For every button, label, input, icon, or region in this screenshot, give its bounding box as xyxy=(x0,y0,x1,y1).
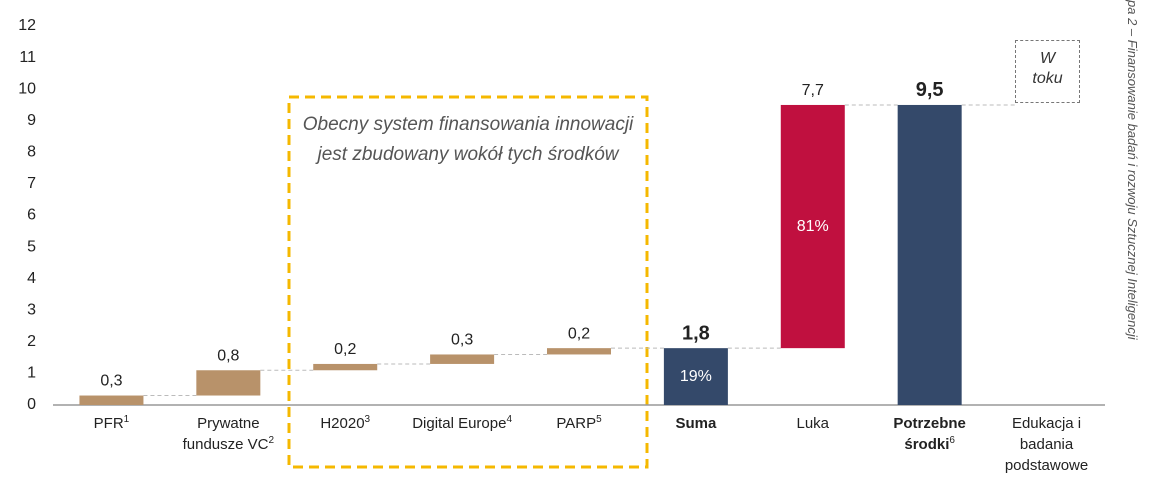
y-tick-label: 2 xyxy=(27,333,36,350)
highlight-box xyxy=(287,95,649,469)
value-label: 0,3 xyxy=(100,373,122,390)
category-name: Luka xyxy=(796,415,830,432)
y-tick-label: 1 xyxy=(27,365,36,382)
category-name: PFR xyxy=(93,415,124,432)
annotation: Obecny system finansowania innowacji jes… xyxy=(302,114,634,165)
x-tick-label: Edukacja i badania podstawowe xyxy=(991,413,1103,476)
x-tick-label: Digital Europe4 xyxy=(406,413,518,434)
y-tick-label: 6 xyxy=(27,207,36,224)
value-label: 0,2 xyxy=(334,341,356,358)
y-tick-label: 5 xyxy=(27,238,36,255)
x-tick-label: H20203 xyxy=(289,413,401,434)
footnote-mark: 5 xyxy=(596,414,602,425)
footnote-mark: 3 xyxy=(364,414,371,425)
value-label: 0,8 xyxy=(217,347,239,364)
category-name: Suma xyxy=(675,415,717,432)
share-label: 81% xyxy=(797,218,829,235)
x-tick-label: Prywatne fundusze VC2 xyxy=(172,413,284,455)
x-tick-label: Luka xyxy=(757,413,869,434)
value-label: 7,7 xyxy=(802,82,824,99)
bar xyxy=(79,395,144,405)
footnote-mark: 4 xyxy=(506,414,512,425)
pending-note: W toku xyxy=(1015,40,1080,103)
bar xyxy=(547,348,611,355)
y-tick-label: 12 xyxy=(18,17,36,34)
category-name: Digital Europe xyxy=(412,415,507,432)
category-name: H2020 xyxy=(320,415,365,432)
bar xyxy=(780,104,845,349)
category-name: Prywatne fundusze VC xyxy=(182,415,269,453)
footnote-mark: 1 xyxy=(123,414,130,425)
value-label: 9,5 xyxy=(916,79,944,101)
bar xyxy=(897,104,962,405)
category-name: PARP xyxy=(556,415,597,432)
value-label: 1,8 xyxy=(682,322,710,344)
category-name: Potrzebne środki xyxy=(893,415,966,453)
bar xyxy=(663,348,728,405)
value-label: 0,2 xyxy=(568,325,590,342)
bar xyxy=(313,363,378,371)
y-tick-label: 3 xyxy=(27,301,36,318)
y-tick-label: 10 xyxy=(18,80,36,97)
share-label: 19% xyxy=(680,368,712,385)
side-text: pa 2 – Finansowanie badań i rozwoju Sztu… xyxy=(1125,0,1140,340)
y-tick-label: 8 xyxy=(27,144,36,161)
x-tick-label: Suma xyxy=(640,413,752,434)
x-tick-label: Potrzebne środki6 xyxy=(874,413,986,455)
category-name: Edukacja i badania podstawowe xyxy=(1004,415,1089,474)
bar xyxy=(430,354,495,364)
value-label: 0,3 xyxy=(451,332,473,349)
y-tick-label: 9 xyxy=(27,112,36,129)
footnote-mark: 2 xyxy=(268,435,275,446)
bar xyxy=(196,370,261,396)
x-tick-label: PFR1 xyxy=(55,413,167,434)
footnote-mark: 6 xyxy=(949,435,955,446)
y-tick-label: 4 xyxy=(27,270,36,287)
y-tick-label: 11 xyxy=(19,49,36,66)
y-tick-label: 0 xyxy=(27,396,36,413)
x-tick-label: PARP5 xyxy=(523,413,635,434)
y-tick-label: 7 xyxy=(27,175,36,192)
